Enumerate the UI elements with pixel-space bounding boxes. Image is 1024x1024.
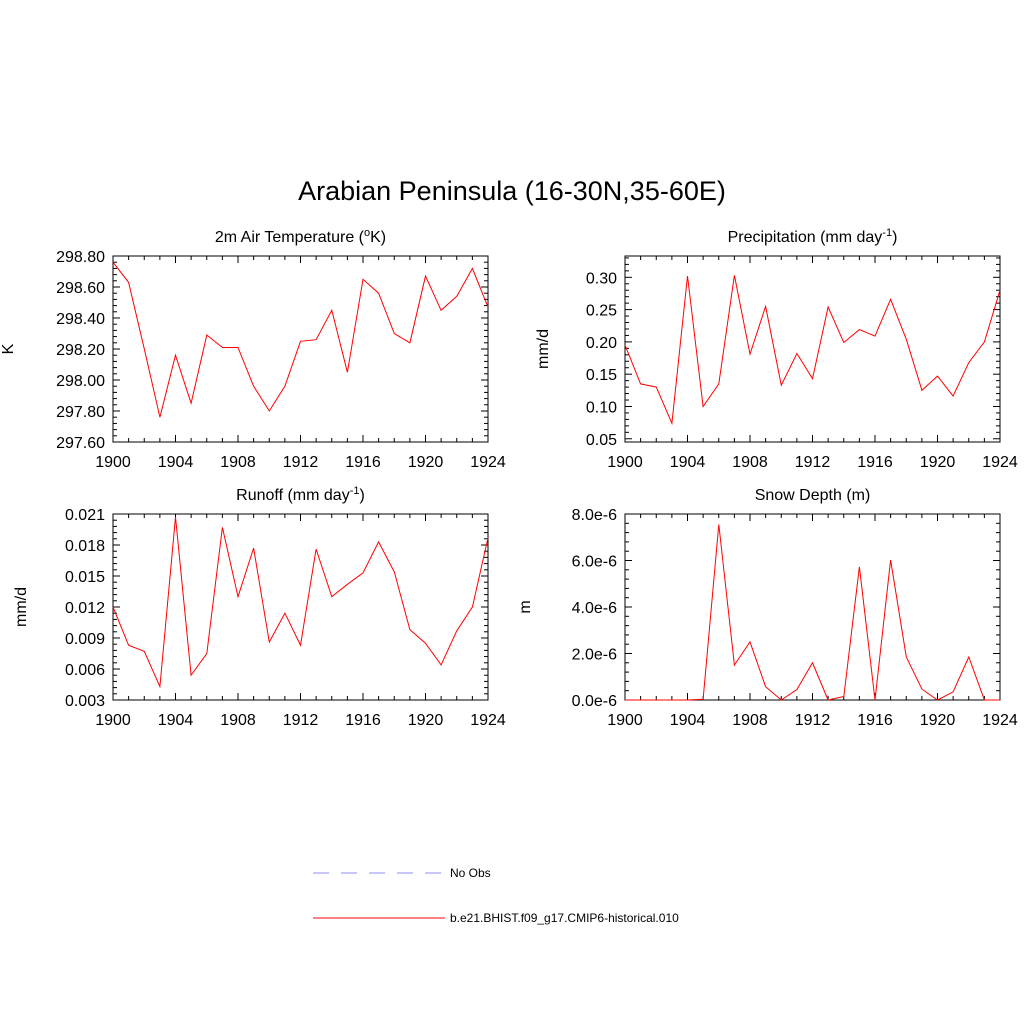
x-tick-label: 1924	[470, 454, 506, 471]
y-tick-label: 297.80	[56, 404, 105, 421]
x-tick-label: 1920	[408, 712, 444, 729]
x-tick-label: 1912	[795, 712, 831, 729]
y-axis-label: mm/d	[13, 587, 30, 627]
y-tick-label: 0.012	[65, 600, 105, 617]
y-tick-label: 4.0e-6	[572, 600, 617, 617]
x-tick-label: 1908	[732, 454, 768, 471]
x-tick-label: 1912	[795, 454, 831, 471]
y-tick-label: 0.30	[586, 270, 617, 287]
x-tick-label: 1900	[95, 712, 131, 729]
y-axis-label: K	[0, 343, 17, 354]
x-tick-label: 1904	[158, 454, 194, 471]
legend-label-no-obs: No Obs	[450, 866, 491, 880]
y-tick-label: 0.003	[65, 693, 105, 710]
y-tick-label: 8.0e-6	[572, 507, 617, 524]
y-tick-label: 0.021	[65, 507, 105, 524]
y-tick-label: 6.0e-6	[572, 554, 617, 571]
plot-frame	[624, 513, 1001, 701]
x-tick-label: 1916	[345, 454, 381, 471]
y-tick-label: 0.05	[586, 432, 617, 449]
chart-panel-3: 1900 1904 1908 1912 1916 1920 1924 0.0e-6 2.0e-6…	[517, 487, 1018, 729]
y-tick-label: 0.015	[65, 569, 105, 586]
x-tick-label: 1920	[920, 712, 956, 729]
x-tick-label: 1912	[283, 712, 319, 729]
x-tick-label: 1904	[670, 712, 706, 729]
panel-title: Runoff (mm day-1)	[236, 485, 365, 504]
y-tick-label: 298.40	[56, 311, 105, 328]
x-tick-label: 1916	[857, 712, 893, 729]
y-tick-label: 0.006	[65, 662, 105, 679]
plot-frame	[112, 255, 489, 443]
y-tick-label: 0.0e-6	[572, 693, 617, 710]
x-tick-label: 1908	[220, 454, 256, 471]
y-tick-label: 0.25	[586, 303, 617, 320]
series-line	[625, 524, 1000, 701]
panel-title: Snow Depth (m)	[755, 487, 871, 504]
y-tick-label: 0.20	[586, 335, 617, 352]
x-tick-label: 1908	[220, 712, 256, 729]
y-tick-label: 298.80	[56, 249, 105, 266]
x-tick-label: 1900	[607, 454, 643, 471]
x-tick-label: 1908	[732, 712, 768, 729]
x-tick-label: 1904	[670, 454, 706, 471]
y-tick-label: 297.60	[56, 435, 105, 452]
x-tick-label: 1912	[283, 454, 319, 471]
series-line	[112, 517, 489, 689]
panel-title: Precipitation (mm day-1)	[728, 227, 898, 246]
y-tick-label: 0.10	[586, 399, 617, 416]
chart-panel-1: 1900 1904 1908 1912 1916 1920 1924 0.05 0.10 0.15…	[535, 227, 1018, 471]
legend	[313, 872, 445, 919]
y-tick-label: 0.009	[65, 631, 105, 648]
x-tick-label: 1924	[982, 454, 1018, 471]
chart-panel-0: 1900 1904 1908 1912 1916 1920 1924 297.60 297.80…	[0, 227, 506, 471]
plot-frame	[624, 255, 1001, 443]
figure-title: Arabian Peninsula (16-30N,35-60E)	[298, 176, 726, 206]
x-tick-label: 1920	[408, 454, 444, 471]
y-tick-label: 298.60	[56, 280, 105, 297]
x-tick-label: 1904	[158, 712, 194, 729]
chart-panel-2: 1900 1904 1908 1912 1916 1920 1924 0.003 0.006 0.…	[13, 485, 506, 729]
legend-label-model-run: b.e21.BHIST.f09_g17.CMIP6-historical.010	[450, 911, 679, 925]
y-tick-label: 0.018	[65, 538, 105, 555]
y-tick-label: 298.20	[56, 342, 105, 359]
x-tick-label: 1924	[982, 712, 1018, 729]
series-line	[112, 261, 489, 418]
x-tick-label: 1900	[607, 712, 643, 729]
x-tick-label: 1924	[470, 712, 506, 729]
x-tick-label: 1916	[857, 454, 893, 471]
x-tick-label: 1900	[95, 454, 131, 471]
x-tick-label: 1916	[345, 712, 381, 729]
y-axis-label: m	[517, 600, 534, 613]
y-tick-label: 2.0e-6	[572, 647, 617, 664]
panel-title: 2m Air Temperature (oK)	[215, 227, 386, 246]
x-tick-label: 1920	[920, 454, 956, 471]
y-tick-label: 298.00	[56, 373, 105, 390]
series-line	[624, 275, 1001, 426]
plot-frame	[112, 513, 489, 701]
y-axis-label: mm/d	[535, 329, 552, 369]
y-tick-label: 0.15	[586, 367, 617, 384]
